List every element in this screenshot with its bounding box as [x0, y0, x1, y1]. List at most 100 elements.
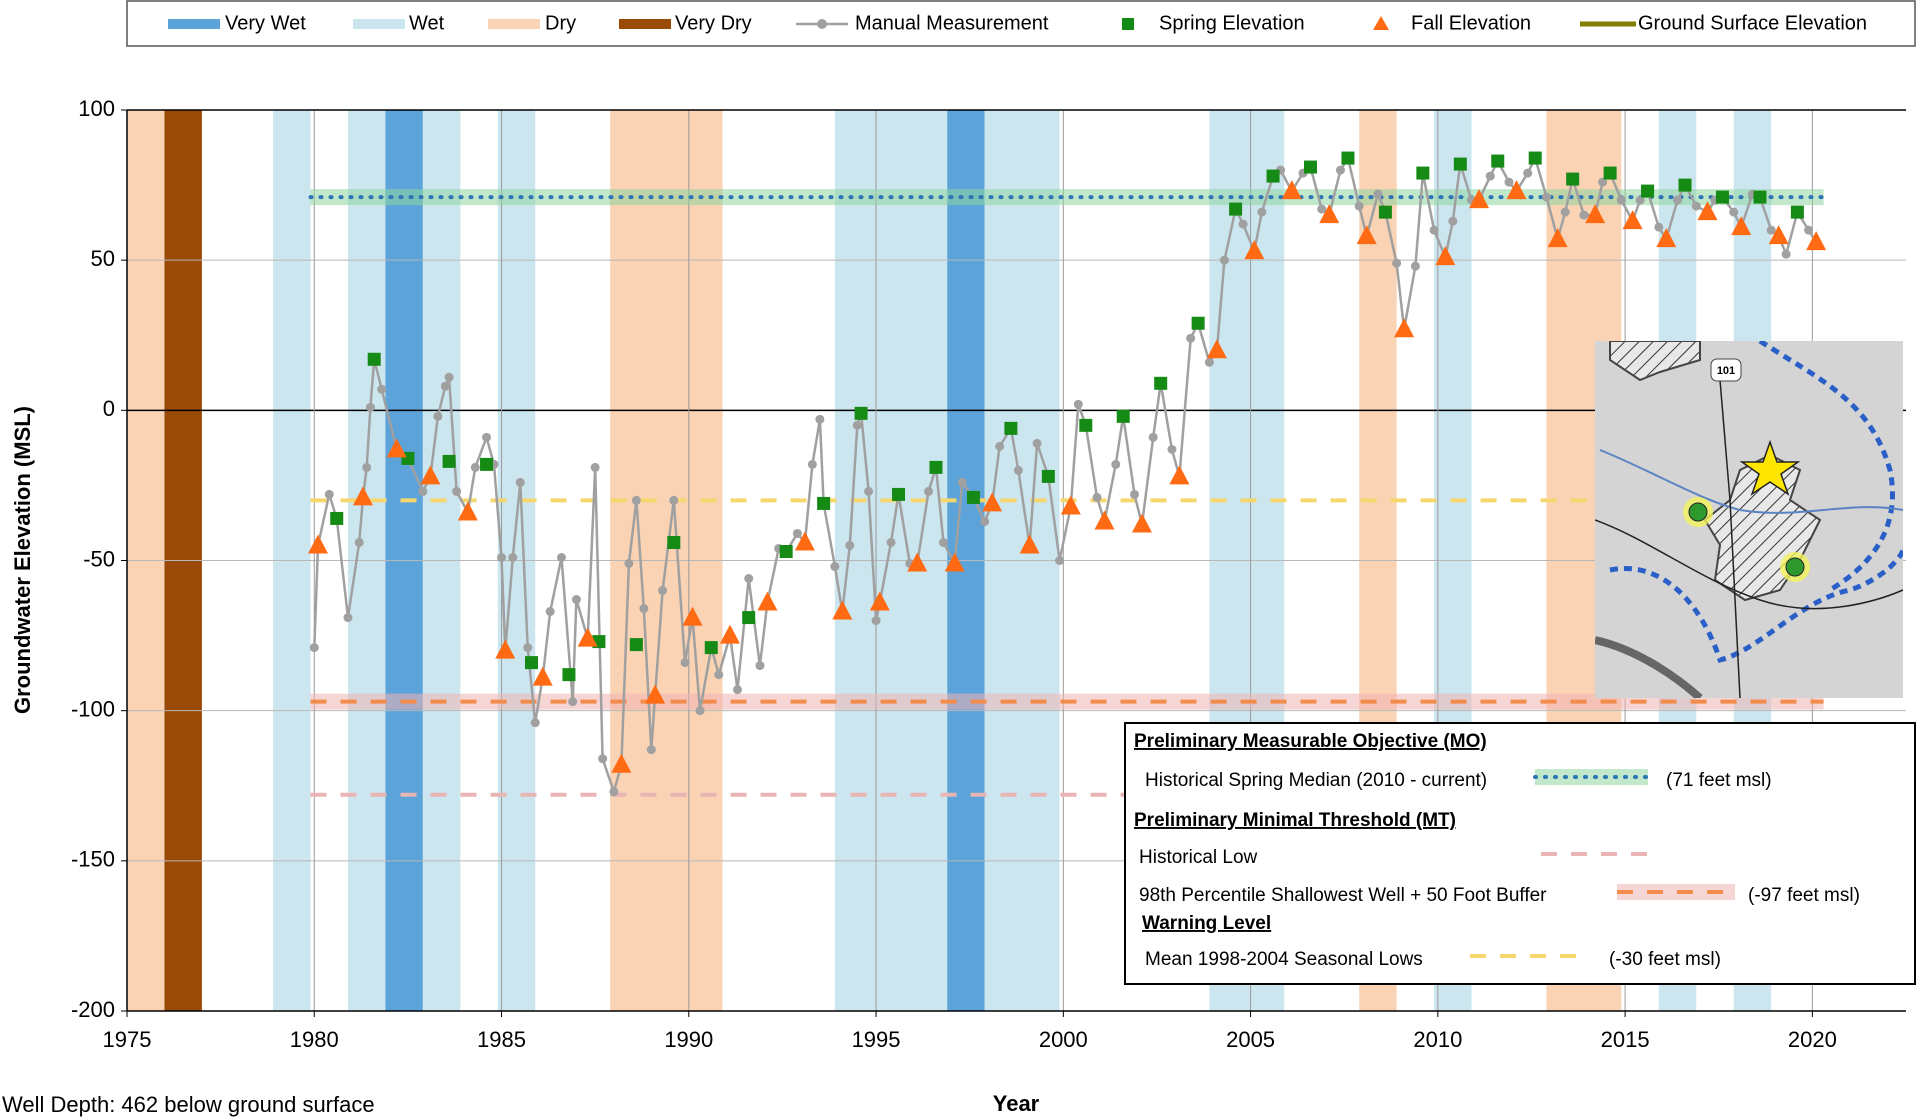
manual-point [309, 643, 319, 653]
spring-point [1116, 409, 1130, 423]
fall-point [1060, 495, 1081, 515]
manual-point [864, 486, 874, 496]
reference-value-label: (-30 feet msl) [1609, 949, 1721, 970]
manual-point [1257, 207, 1267, 217]
manual-point [1392, 258, 1402, 268]
manual-point [744, 574, 754, 584]
map-boundary [1609, 549, 1903, 663]
manual-point [1429, 225, 1439, 235]
x-tick-label: 2015 [1601, 1027, 1650, 1052]
manual-point [714, 670, 724, 680]
fall-point [794, 531, 815, 551]
manual-point [1804, 225, 1814, 235]
manual-point [377, 384, 387, 394]
x-tick-label: 1990 [664, 1027, 713, 1052]
spring-point [817, 496, 831, 510]
manual-point [732, 685, 742, 695]
manual-point [452, 486, 462, 496]
spring-point [562, 668, 576, 682]
reference-value-label: (71 feet msl) [1666, 770, 1772, 791]
manual-point [624, 559, 634, 569]
fall-point [1281, 180, 1302, 200]
legend-label: Fall Elevation [1411, 12, 1531, 34]
spring-point [1304, 160, 1318, 174]
legend-swatch [488, 19, 540, 29]
manual-point [1219, 255, 1229, 265]
manual-point [433, 411, 443, 421]
manual-point [568, 697, 578, 707]
map-star [1739, 439, 1801, 496]
manual-point [830, 562, 840, 572]
manual-point [755, 661, 765, 671]
manual-point [343, 613, 353, 623]
manual-point [418, 486, 428, 496]
manual-point [1055, 556, 1065, 565]
fall-point [611, 753, 632, 773]
manual-point [792, 528, 802, 538]
y-tick-label: -150 [71, 847, 115, 872]
manual-point [609, 787, 619, 797]
fall-point [1094, 510, 1115, 530]
manual-point [515, 477, 525, 487]
well-depth-note: Well Depth: 462 below ground surface [2, 1092, 375, 1117]
legend-label: Very Wet [225, 12, 306, 34]
spring-point [1528, 151, 1542, 165]
manual-point [1635, 195, 1645, 205]
fall-point [532, 666, 553, 686]
manual-point [440, 381, 450, 391]
fall-point [495, 639, 516, 659]
manual-point [1485, 171, 1495, 181]
spring-point [1341, 151, 1355, 165]
fall-point [832, 600, 853, 620]
fall-point [682, 606, 703, 626]
manual-point [497, 552, 507, 562]
manual-point [556, 552, 566, 562]
fall-point [386, 438, 407, 458]
fall-point [944, 552, 965, 572]
manual-point [631, 495, 641, 505]
fall-point [577, 627, 598, 647]
manual-point [530, 718, 540, 728]
spring-point [1004, 421, 1018, 435]
fall-point [1469, 189, 1490, 209]
y-tick-label: 0 [103, 396, 115, 421]
manual-point [1129, 489, 1139, 499]
manual-point [845, 540, 855, 550]
reference-group-title: Warning Level [1142, 913, 1271, 934]
fall-point [1319, 204, 1340, 224]
fall-point [645, 684, 666, 704]
fall-point [1435, 246, 1456, 266]
x-tick-label: 2005 [1226, 1027, 1275, 1052]
y-tick-label: 50 [91, 246, 115, 271]
spring-point [779, 544, 793, 558]
reference-group-title: Preliminary Measurable Objective (MO) [1134, 731, 1487, 752]
manual-point [324, 489, 334, 499]
spring-point [892, 487, 906, 501]
spring-point [1453, 157, 1467, 171]
reference-name: Historical Spring Median (2010 - current… [1145, 770, 1487, 791]
manual-point [598, 754, 608, 764]
manual-point [1448, 216, 1458, 226]
legend-label: Wet [409, 12, 445, 34]
plot-area: -200 -150 -100 -50 0 50 100 1975 1980 1985 1990 199… [71, 96, 1906, 1052]
manual-point [1598, 177, 1608, 187]
fall-point [869, 591, 890, 611]
fall-point [907, 552, 928, 572]
manual-point [815, 414, 825, 424]
legend-label: Dry [545, 12, 576, 34]
reference-name: Historical Low [1139, 847, 1258, 868]
manual-point [1654, 222, 1664, 232]
reference-group-title: Preliminary Minimal Threshold (MT) [1134, 810, 1456, 831]
fall-point [1697, 201, 1718, 221]
map-road [1595, 519, 1903, 610]
manual-point [680, 658, 690, 668]
spring-point [1041, 469, 1055, 483]
fall-point [1394, 318, 1415, 338]
spring-point [1603, 166, 1617, 180]
x-tick-label: 1985 [477, 1027, 526, 1052]
spring-point [629, 638, 643, 652]
manual-point [444, 372, 454, 382]
manual-point [1032, 438, 1042, 448]
fall-point [1622, 210, 1643, 230]
fall-point [1356, 225, 1377, 245]
